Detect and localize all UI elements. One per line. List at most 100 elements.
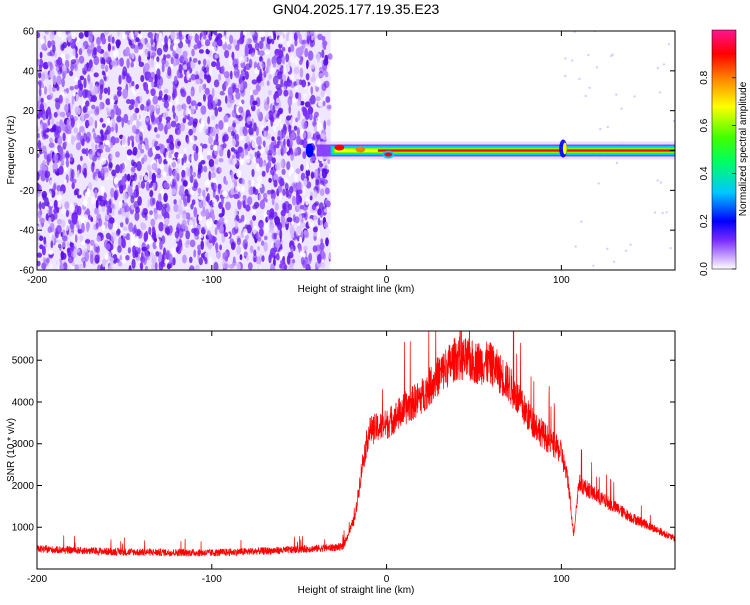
noise-cell (307, 254, 312, 265)
noise-cell (251, 79, 258, 85)
noise-cell (59, 119, 64, 128)
noise-cell (242, 75, 246, 81)
colorbar-gradient (711, 29, 737, 270)
noise-cell (126, 58, 130, 69)
noise-cell (236, 169, 242, 178)
noise-cell (235, 185, 241, 191)
noise-cell (147, 148, 154, 158)
noise-cell (70, 59, 77, 65)
noise-cell (157, 96, 163, 101)
noise-cell (125, 233, 131, 241)
noise-cell (149, 104, 155, 113)
noise-cell (252, 204, 258, 210)
noise-cell (275, 162, 281, 171)
noise-cell (240, 185, 245, 193)
noise-cell (203, 35, 207, 40)
snr-x-tick-label: 0 (384, 574, 390, 585)
noise-cell (270, 263, 275, 270)
noise-cell (181, 219, 187, 230)
noise-cell (316, 52, 321, 63)
noise-cell (130, 159, 135, 167)
noise-cell (100, 167, 105, 177)
noise-cell (167, 122, 171, 127)
noise-cell (60, 33, 66, 41)
noise-cell (130, 237, 135, 248)
noise-cell (104, 253, 109, 260)
noise-cell (264, 222, 269, 234)
noise-speck (667, 43, 671, 46)
noise-cell (116, 59, 120, 66)
noise-cell (47, 40, 52, 49)
noise-cell (256, 136, 261, 146)
noise-cell (238, 56, 245, 64)
noise-cell (83, 132, 87, 142)
noise-cell (126, 75, 132, 84)
noise-cell (69, 203, 75, 213)
noise-cell (219, 217, 225, 223)
noise-cell (271, 166, 276, 177)
noise-cell (127, 247, 131, 254)
noise-cell (163, 100, 169, 109)
noise-cell (145, 230, 149, 241)
noise-cell (76, 132, 82, 141)
noise-cell (268, 254, 272, 264)
noise-cell (79, 83, 84, 91)
noise-cell (94, 120, 98, 129)
noise-cell (268, 31, 274, 40)
noise-cell (117, 245, 122, 253)
noise-cell (144, 214, 148, 221)
noise-cell (200, 240, 204, 251)
noise-cell (82, 261, 86, 269)
noise-cell (191, 48, 195, 57)
noise-cell (154, 237, 157, 243)
noise-cell (56, 84, 60, 91)
noise-cell (155, 145, 161, 151)
noise-cell (129, 40, 133, 47)
noise-cell (295, 78, 300, 86)
noise-cell (53, 152, 59, 163)
noise-cell (265, 125, 269, 131)
noise-cell (302, 138, 308, 149)
noise-cell (52, 75, 57, 86)
noise-cell (139, 95, 143, 103)
noise-cell (229, 158, 235, 165)
noise-cell (44, 97, 48, 104)
noise-speck (656, 179, 659, 182)
noise-cell (183, 147, 187, 154)
noise-cell (253, 257, 257, 263)
noise-cell (261, 170, 266, 177)
noise-cell (167, 157, 172, 165)
noise-cell (233, 193, 239, 199)
noise-cell (202, 58, 207, 67)
noise-cell (210, 144, 214, 151)
noise-cell (193, 181, 199, 189)
noise-cell (69, 70, 74, 77)
noise-cell (52, 169, 58, 174)
noise-cell (259, 199, 266, 210)
noise-cell (255, 231, 260, 240)
noise-cell (65, 150, 70, 161)
noise-cell (299, 205, 304, 210)
noise-cell (294, 57, 298, 66)
noise-cell (151, 172, 156, 183)
noise-cell (188, 31, 194, 37)
noise-cell (126, 120, 131, 125)
noise-cell (193, 118, 198, 125)
spectrogram-x-tick-label: -200 (27, 275, 47, 286)
noise-cell (298, 138, 302, 145)
noise-cell (217, 183, 222, 190)
noise-cell (37, 171, 40, 181)
noise-cell (246, 116, 251, 125)
noise-cell (146, 244, 150, 250)
noise-cell (325, 238, 329, 244)
noise-cell (228, 56, 233, 67)
noise-cell (211, 46, 217, 52)
noise-cell (144, 174, 148, 181)
noise-cell (90, 96, 97, 102)
noise-cell (61, 241, 66, 248)
noise-cell (105, 98, 111, 106)
noise-cell (321, 49, 325, 59)
noise-cell (279, 229, 283, 240)
noise-cell (253, 122, 257, 132)
noise-cell (78, 48, 83, 56)
